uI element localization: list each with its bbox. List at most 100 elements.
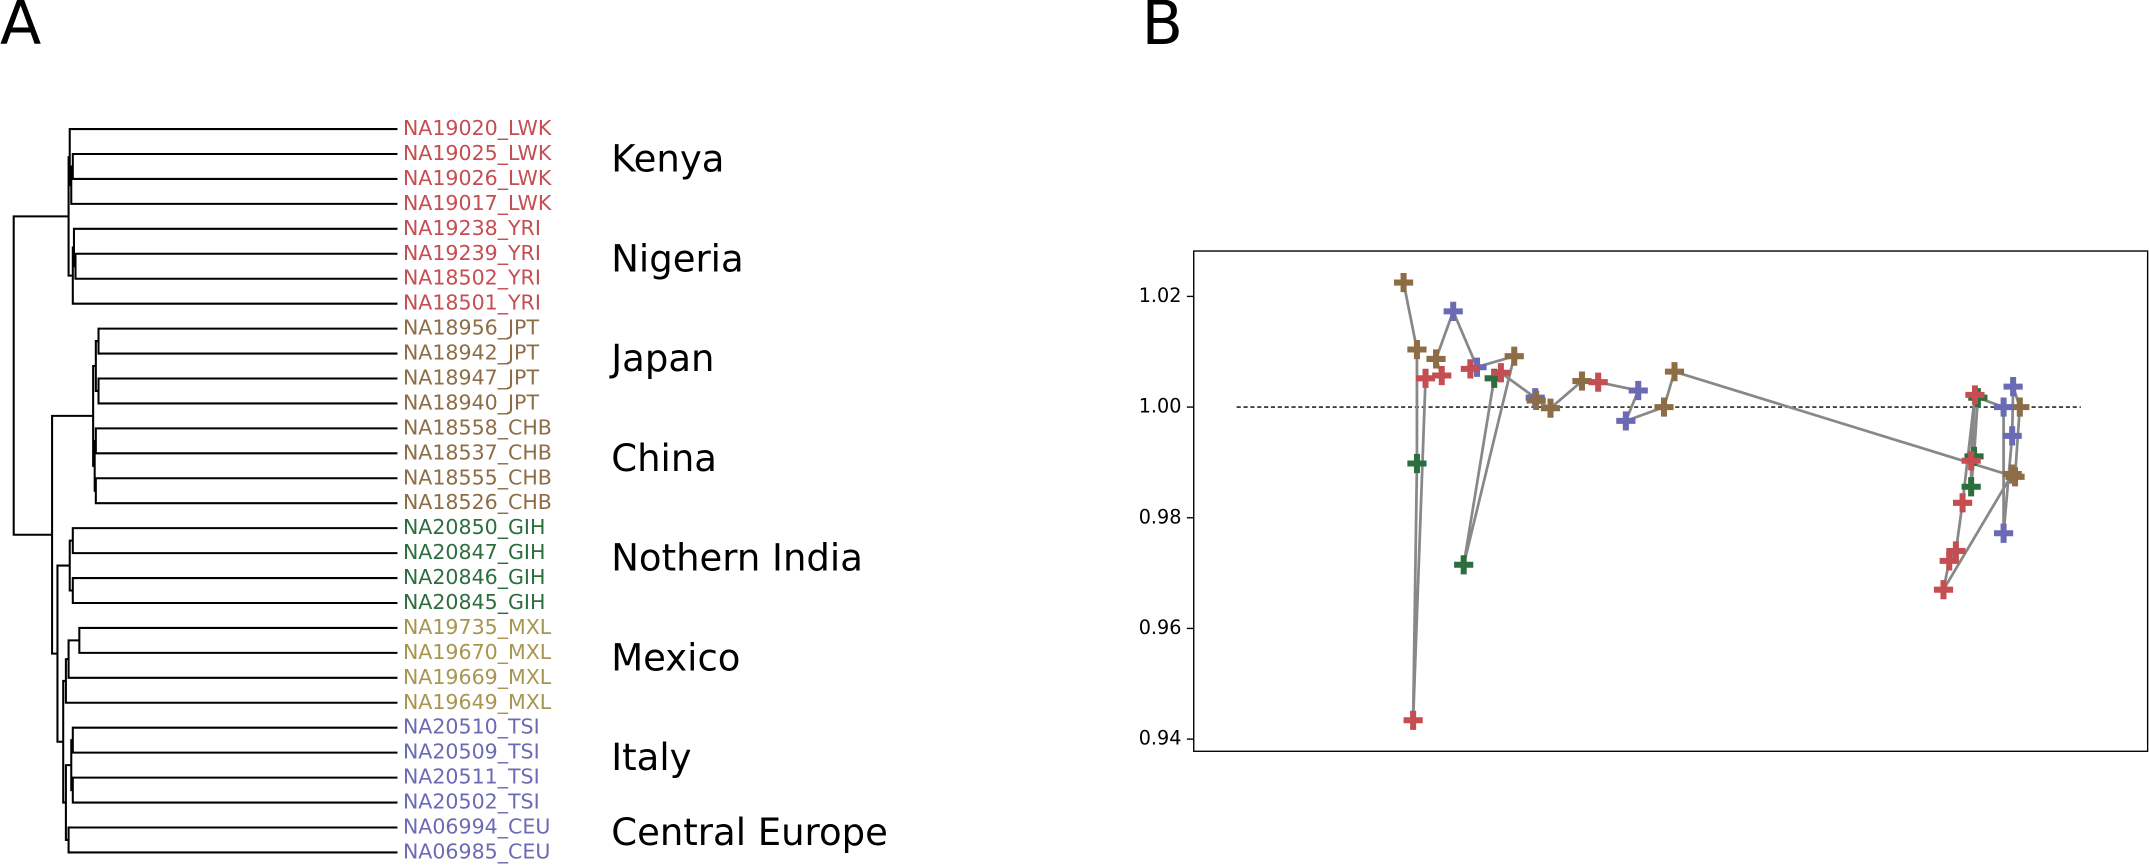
dendrogram-link [78, 626, 398, 654]
y-tick-label: 1.00 [1139, 395, 1182, 418]
leaf-label: NA19669_MXL [403, 665, 552, 689]
panel-label: B [1142, 0, 1183, 59]
dendrogram-link [56, 564, 70, 743]
group-label: Nothern India [611, 537, 863, 580]
group-label: Nigeria [611, 237, 743, 280]
leaf-label: NA19026_LWK [403, 166, 552, 190]
connecting-line [1402, 282, 2022, 721]
leaf-label: NA19020_LWK [403, 116, 552, 140]
leaf-label: NA20850_GIH [403, 515, 546, 539]
point [1504, 346, 1524, 366]
y-tick-label: 0.96 [1139, 616, 1182, 639]
dendrogram-link [97, 377, 398, 405]
leaf-label: NA20847_GIH [403, 540, 546, 564]
leaf-label: NA20846_GIH [403, 565, 546, 589]
y-tick-label: 0.94 [1139, 727, 1182, 750]
point [1540, 398, 1561, 418]
point [1961, 477, 1981, 497]
leaf-label: NA06994_CEU [403, 814, 550, 838]
point [1484, 368, 1504, 388]
leaf-label: NA20511_TSI [403, 765, 540, 789]
dendrogram-link [67, 826, 398, 854]
dendrogram-link [93, 439, 96, 492]
dendrogram-link [71, 527, 398, 555]
group-label: China [611, 437, 717, 480]
point [1526, 390, 1546, 411]
group-label: Japan [609, 337, 714, 380]
leaf-label: NA18947_JPT [403, 365, 540, 389]
leaf-label: NA18526_CHB [403, 490, 552, 514]
point [1426, 349, 1446, 369]
leaf-label: NA20502_TSI [403, 790, 540, 814]
point [1407, 339, 1427, 360]
panel-label: A [0, 0, 41, 59]
leaf-label: NA20510_TSI [403, 715, 540, 739]
point [1939, 551, 1959, 571]
point [1654, 397, 1674, 417]
point [1588, 372, 1608, 392]
point [1628, 380, 1648, 401]
dendrogram-link [94, 477, 398, 505]
leaf-label: NA06985_CEU [403, 839, 550, 863]
dendrogram-link [94, 427, 398, 455]
dendrogram-link [71, 776, 398, 804]
dendrogram-link [72, 227, 398, 268]
leaf-label: NA18502_YRI [403, 266, 541, 290]
dendrogram-link [97, 327, 398, 355]
leaf-label: NA19649_MXL [403, 690, 552, 714]
axes-frame [1193, 250, 2149, 752]
point [1432, 365, 1452, 386]
point [1961, 451, 1981, 471]
leaf-label: NA19239_YRI [403, 241, 541, 265]
point [1460, 359, 1480, 379]
group-label: Kenya [611, 137, 724, 180]
point [1415, 368, 1436, 388]
leaf-label: NA18537_CHB [403, 440, 552, 464]
y-tick-label: 1.02 [1139, 284, 1182, 307]
point [1407, 453, 1427, 474]
point [2002, 426, 2022, 446]
dendrogram-link [12, 215, 69, 536]
leaf-label: NA18555_CHB [403, 465, 552, 489]
group-label: Central Europe [611, 811, 888, 854]
leaf-label: NA20509_TSI [403, 740, 540, 764]
point [1393, 272, 1414, 293]
dendrogram-link [71, 726, 398, 754]
point [2002, 464, 2022, 484]
leaf-label: NA18940_JPT [403, 390, 540, 414]
point [1664, 362, 1685, 382]
dendrogram-link [74, 252, 398, 280]
leaf-label: NA20845_GIH [403, 590, 546, 614]
point [1572, 371, 1592, 391]
dendrogram-link [67, 639, 398, 679]
point [1993, 397, 2014, 417]
leaf-label: NA18558_CHB [403, 415, 552, 439]
dendrogram-link [64, 658, 398, 704]
leaf-label: NA19025_LWK [403, 141, 552, 165]
leaf-label: NA18956_JPT [403, 316, 540, 340]
leaf-label: NA19670_MXL [403, 640, 552, 664]
point [1933, 580, 1954, 600]
dendrogram-link [71, 577, 398, 605]
point [1491, 363, 1511, 383]
point [2010, 397, 2030, 417]
leaf-label: NA19017_LWK [403, 191, 552, 215]
point [1403, 710, 1423, 730]
dendrogram-link [70, 739, 73, 792]
dendrogram-link [71, 152, 398, 180]
leaf-label: NA18942_JPT [403, 341, 540, 365]
leaf-label: NA19238_YRI [403, 216, 541, 240]
group-label: Italy [611, 736, 691, 779]
point [1993, 523, 2014, 543]
point [1454, 555, 1474, 575]
dendrogram-link [68, 128, 398, 187]
dendrogram-link [71, 246, 398, 305]
point [1616, 411, 1636, 431]
point [1443, 301, 1463, 321]
y-tick-label: 0.98 [1139, 505, 1182, 528]
point [1952, 493, 1973, 513]
leaf-label: NA18501_YRI [403, 291, 541, 315]
leaf-label: NA19735_MXL [403, 615, 552, 639]
dendrogram-link [70, 165, 398, 205]
